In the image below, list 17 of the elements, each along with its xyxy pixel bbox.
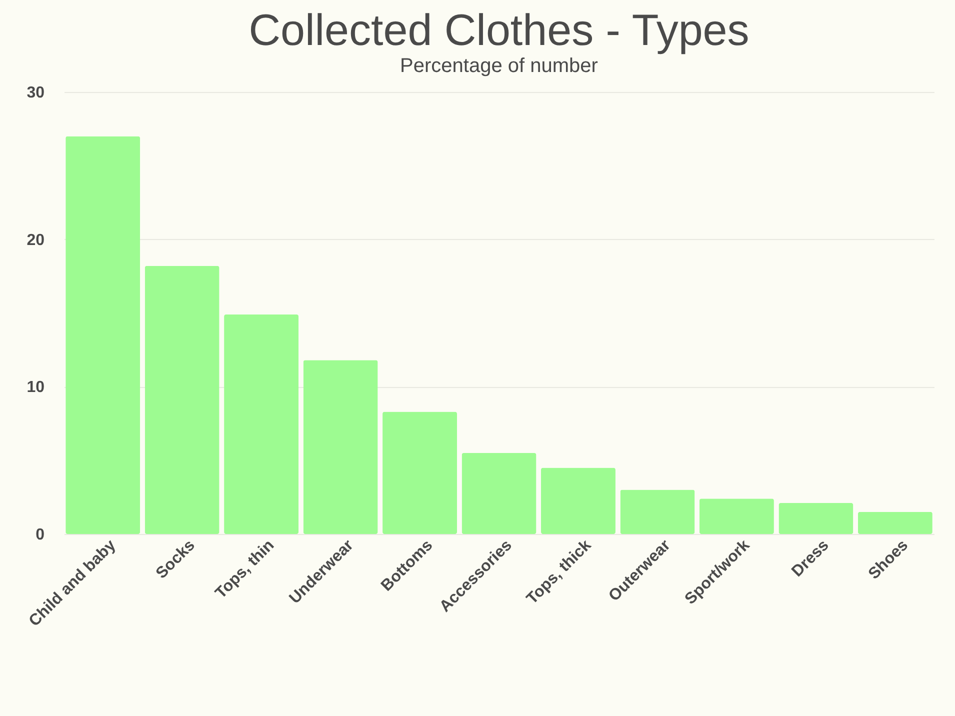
bar: [540, 468, 616, 534]
bar: [462, 452, 536, 534]
chart-title: Collected Clothes - Types: [248, 6, 750, 55]
bar: [778, 503, 854, 534]
chart-subtitle: Percentage of number: [400, 55, 598, 77]
bar: [858, 512, 932, 534]
bar: [144, 266, 220, 534]
y-tick-label: 20: [26, 232, 45, 249]
bar: [382, 412, 458, 534]
bar: [620, 490, 695, 534]
y-tick-label: 10: [26, 379, 45, 396]
bar: [224, 314, 299, 534]
bar: [66, 136, 140, 534]
bar: [303, 360, 378, 534]
y-tick-label: 0: [36, 526, 45, 544]
bar: [699, 498, 774, 534]
y-tick-label: 30: [26, 84, 45, 102]
